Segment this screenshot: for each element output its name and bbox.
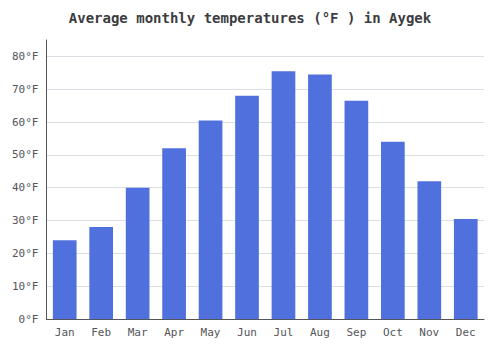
svg-text:Mar: Mar (128, 326, 148, 339)
svg-text:40°F: 40°F (12, 181, 39, 194)
svg-text:Sep: Sep (346, 326, 366, 339)
svg-text:Nov: Nov (419, 326, 439, 339)
svg-text:70°F: 70°F (12, 83, 39, 96)
svg-text:Feb: Feb (91, 326, 111, 339)
svg-text:May: May (201, 326, 221, 339)
svg-text:Oct: Oct (383, 326, 403, 339)
svg-text:Jun: Jun (237, 326, 257, 339)
svg-text:0°F: 0°F (19, 313, 39, 326)
svg-text:80°F: 80°F (12, 50, 39, 63)
svg-text:Jan: Jan (55, 326, 75, 339)
svg-text:60°F: 60°F (12, 116, 39, 129)
svg-text:Jul: Jul (274, 326, 294, 339)
svg-text:20°F: 20°F (12, 247, 39, 260)
svg-text:10°F: 10°F (12, 280, 39, 293)
svg-text:Aug: Aug (310, 326, 330, 339)
svg-text:30°F: 30°F (12, 214, 39, 227)
svg-text:Dec: Dec (456, 326, 476, 339)
svg-text:Average monthly temperatures (: Average monthly temperatures (°F ) in Ay… (69, 10, 432, 26)
svg-text:Apr: Apr (164, 326, 184, 339)
svg-text:50°F: 50°F (12, 148, 39, 161)
